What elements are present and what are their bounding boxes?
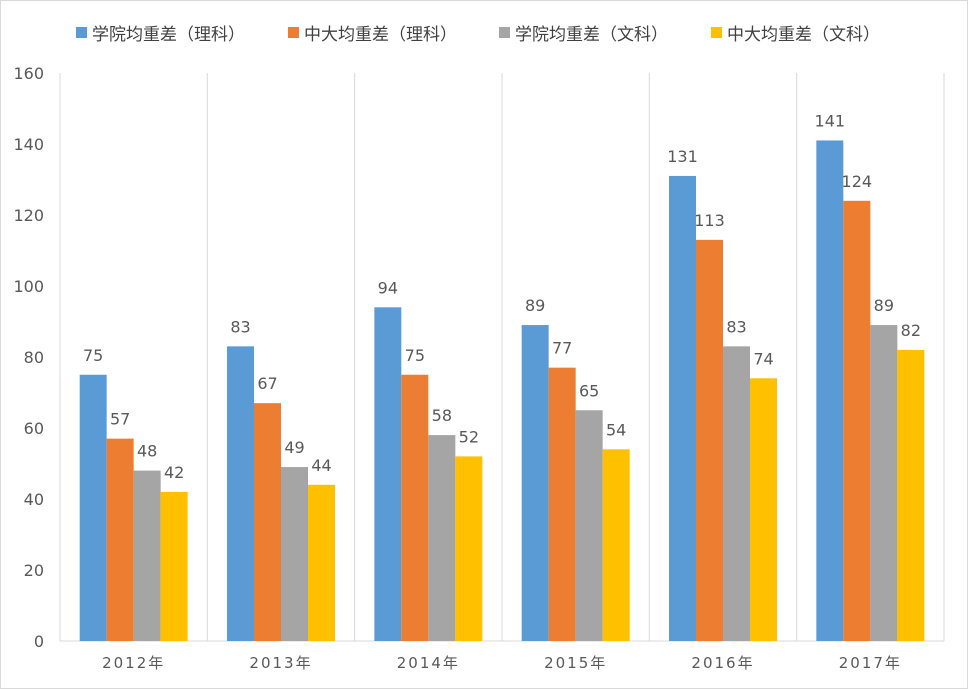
- data-label: 54: [606, 420, 626, 439]
- y-tick-label: 100: [13, 277, 44, 296]
- bar-series-2: [843, 200, 871, 642]
- data-label: 65: [579, 381, 599, 400]
- data-label: 44: [311, 456, 331, 475]
- data-label: 77: [552, 339, 572, 358]
- data-label: 75: [405, 346, 425, 365]
- data-label: 74: [753, 349, 773, 368]
- bar-series-1: [227, 346, 254, 641]
- bar-series-1: [521, 325, 549, 641]
- y-tick-label: 140: [13, 135, 44, 154]
- data-label: 67: [257, 374, 277, 393]
- data-label: 83: [230, 317, 250, 336]
- data-label: 58: [432, 406, 452, 425]
- bar-series-4: [750, 378, 777, 641]
- legend: 学院均重差（理科） 中大均重差（理科） 学院均重差（文科） 中大均重差（文科）: [0, 0, 968, 62]
- data-label: 75: [83, 346, 103, 365]
- legend-label-series-4: 中大均重差（文科）: [727, 24, 880, 45]
- bar-series-1: [79, 374, 107, 641]
- bar-series-4: [897, 349, 925, 641]
- legend-label-series-2: 中大均重差（理科）: [304, 24, 457, 45]
- bar-series-1: [816, 140, 844, 641]
- data-label: 89: [525, 296, 545, 315]
- y-tick-label: 40: [24, 490, 44, 509]
- x-tick-label: 2015年: [544, 654, 607, 672]
- x-tick-label: 2014年: [397, 654, 460, 672]
- bar-series-2: [401, 374, 429, 641]
- bar-series-2: [696, 239, 723, 641]
- y-tick-label: 20: [24, 561, 44, 580]
- bar-series-3: [133, 470, 161, 641]
- data-label: 82: [901, 321, 921, 340]
- data-label: 131: [667, 147, 698, 166]
- data-label: 52: [459, 427, 479, 446]
- bar-series-3: [281, 467, 308, 641]
- legend-item-series-1: 学院均重差（理科）: [76, 20, 245, 45]
- legend-item-series-2: 中大均重差（理科）: [288, 20, 457, 45]
- legend-swatch-series-2: [288, 26, 299, 38]
- data-label: 57: [110, 410, 130, 429]
- x-tick-label: 2012年: [102, 654, 165, 672]
- bar-series-4: [455, 456, 483, 641]
- bar-series-2: [548, 367, 576, 641]
- data-label: 124: [842, 172, 873, 191]
- bar-series-4: [160, 491, 188, 641]
- bar-series-2: [106, 438, 134, 641]
- data-label: 89: [874, 296, 894, 315]
- bar-series-4: [308, 484, 335, 641]
- y-tick-label: 0: [34, 632, 44, 651]
- bar-series-4: [602, 449, 630, 641]
- legend-swatch-series-1: [76, 26, 87, 38]
- legend-swatch-series-4: [711, 26, 722, 38]
- bar-series-2: [254, 403, 281, 641]
- y-tick-label: 120: [13, 206, 44, 225]
- x-tick-label: 2016年: [691, 654, 754, 672]
- legend-item-series-4: 中大均重差（文科）: [711, 20, 880, 45]
- data-label: 42: [164, 463, 184, 482]
- y-tick-label: 160: [13, 64, 44, 83]
- bar-series-3: [428, 435, 456, 641]
- bar-series-1: [669, 175, 696, 641]
- data-label: 48: [137, 442, 157, 461]
- data-label: 141: [815, 111, 846, 130]
- x-tick-label: 2017年: [839, 654, 902, 672]
- y-tick-label: 60: [24, 419, 44, 438]
- data-label: 83: [726, 317, 746, 336]
- x-tick-label: 2013年: [249, 654, 312, 672]
- legend-label-series-1: 学院均重差（理科）: [92, 24, 245, 45]
- data-label: 113: [694, 211, 725, 230]
- bar-series-1: [374, 307, 402, 641]
- bar-series-3: [575, 410, 603, 641]
- legend-label-series-3: 学院均重差（文科）: [515, 24, 668, 45]
- legend-item-series-3: 学院均重差（文科）: [499, 20, 668, 45]
- bar-series-3: [870, 325, 898, 641]
- y-tick-label: 80: [24, 348, 44, 367]
- data-label: 49: [284, 438, 304, 457]
- bar-series-3: [723, 346, 750, 641]
- data-label: 94: [378, 278, 398, 297]
- legend-swatch-series-3: [499, 26, 510, 38]
